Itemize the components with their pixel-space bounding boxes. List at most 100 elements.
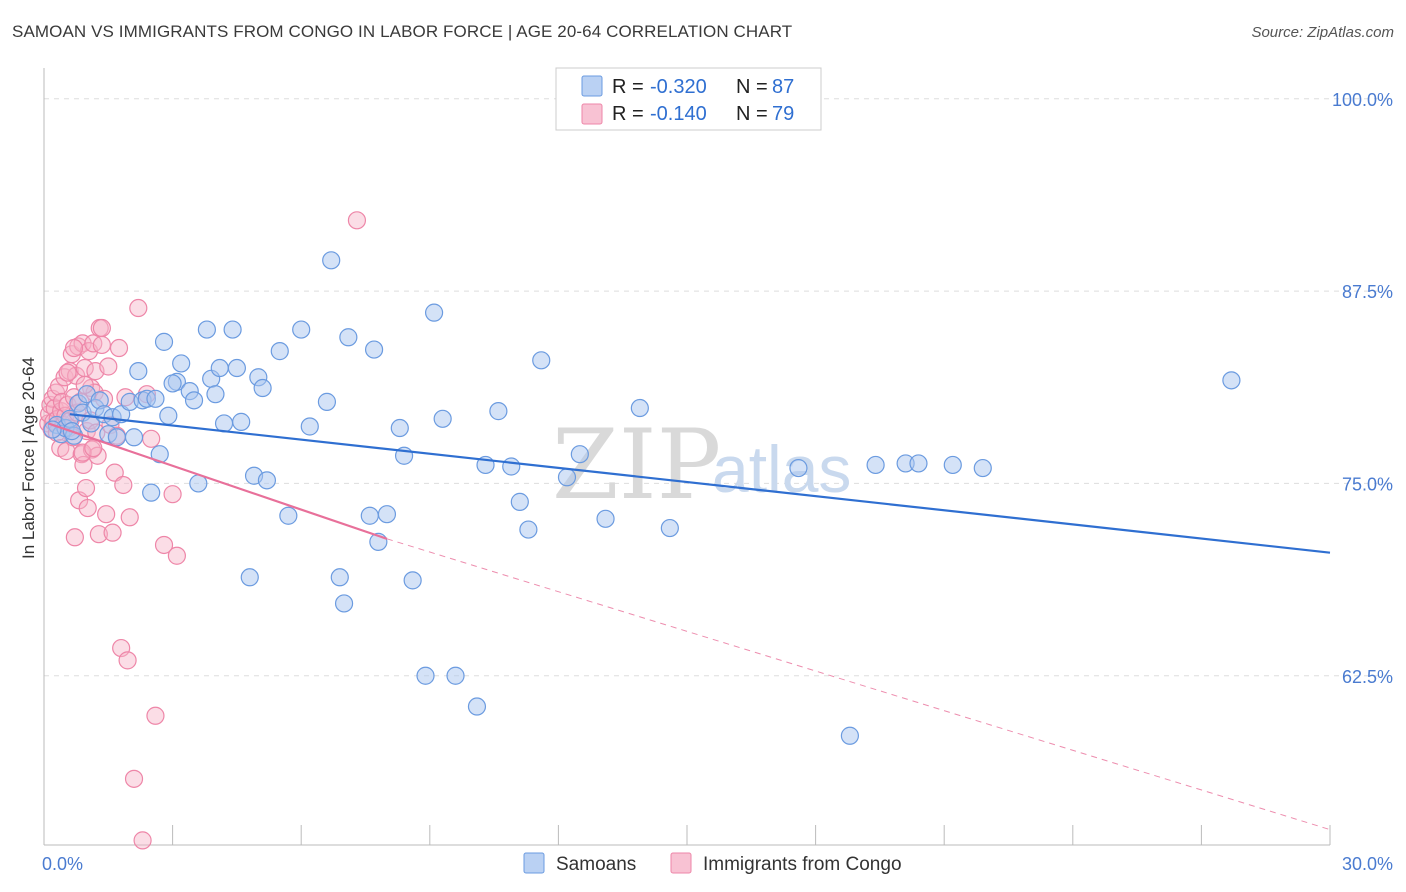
samoans-point-37 [232,412,251,431]
samoans-point-60 [424,303,444,322]
legend-r-label-2: R = [612,103,644,125]
trend-lines [47,413,1331,831]
congo-point-51 [97,505,116,524]
congo-point-61 [118,651,137,670]
bottom-legend: Samoans Immigrants from Congo [523,852,902,875]
congo-point-77 [92,318,111,338]
tick-labels: 62.5% 75.0% 87.5% 100.0% 0.0% 30.0% [42,90,1393,874]
samoans-point-56 [390,418,409,438]
congo-trend-line [47,422,388,540]
samoans-point-48 [322,251,341,270]
samoans-point-59 [416,666,435,685]
samoans-point-28 [184,391,204,410]
congo-point-64 [129,298,148,318]
congo-point-78 [347,211,367,230]
samoans-point-70 [557,468,577,487]
congo-point-49 [92,335,111,355]
legend-r-value-1: -0.320 [650,76,707,98]
samoans-point-23 [154,332,174,351]
bottom-legend-samoans: Samoans [556,854,636,875]
watermark-zip: ZIP [552,409,721,521]
samoans-point-67 [510,492,529,511]
samoans-point-83 [43,420,62,439]
samoans-point-53 [364,340,384,359]
samoans-point-51 [339,328,358,347]
samoans-point-36 [227,358,246,378]
bottom-legend-swatch-congo [670,852,692,874]
legend-n-label-2: N = [736,103,768,125]
congo-point-69 [154,535,174,555]
samoans-point-72 [596,509,615,528]
samoans-point-49 [330,568,349,587]
samoans-point-17 [129,362,148,381]
congo-point-37 [78,498,97,518]
watermark-atlas: atlas [712,432,851,506]
samoans-point-24 [159,406,178,425]
samoans-point-44 [279,506,298,525]
congo-point-55 [105,463,124,482]
samoans-point-16 [124,428,144,447]
bottom-legend-congo: Immigrants from Congo [703,854,902,875]
congo-trend-extension [386,538,1331,831]
samoans-point-79 [909,454,928,473]
x-tick-label-1: 30.0% [1342,854,1393,874]
samoans-point-82 [1222,371,1241,390]
samoans-point-69 [532,351,551,370]
x-tick-label-0: 0.0% [42,854,83,874]
samoans-point-30 [197,320,216,339]
samoans-point-47 [317,392,337,411]
samoans-point-43 [270,342,289,361]
samoans-point-80 [943,455,962,475]
congo-point-74 [58,363,77,382]
samoans-point-20 [142,483,161,502]
congo-point-65 [133,831,152,850]
legend-swatch-samoans [581,75,603,97]
samoans-point-33 [210,358,229,378]
congo-point-59 [114,475,133,495]
congo-point-67 [142,429,161,448]
axes [43,68,1331,846]
congo-point-62 [120,508,139,527]
watermark: ZIP atlas [552,409,851,521]
series-samoans-points [43,251,1241,745]
y-tick-label-3: 100.0% [1332,90,1393,110]
congo-point-35 [76,478,96,498]
chart-source: Source: ZipAtlas.com [1251,24,1394,41]
congo-point-52 [99,357,118,376]
y-tick-label-2: 87.5% [1342,282,1393,302]
congo-point-57 [109,338,129,358]
samoans-point-73 [630,398,649,418]
legend-n-label-1: N = [736,76,768,98]
samoans-point-35 [223,320,242,339]
samoans-point-42 [257,471,277,490]
congo-point-71 [167,546,186,565]
congo-point-25 [65,528,84,547]
samoans-point-32 [206,385,225,404]
samoans-point-58 [403,571,422,590]
legend: R = -0.320 N = 87 R = -0.140 N = 79 [555,67,822,131]
samoans-trend-line [69,413,1331,554]
samoans-point-68 [519,520,538,539]
samoans-point-21 [146,389,165,408]
samoans-point-74 [660,518,679,538]
congo-point-72 [73,443,92,462]
samoans-point-71 [570,445,589,464]
congo-point-54 [103,523,122,542]
y-tick-label-1: 75.0% [1342,474,1393,494]
legend-n-value-2: 79 [772,103,794,125]
samoans-point-62 [446,666,465,685]
congo-point-68 [146,706,165,725]
legend-swatch-congo [581,103,603,125]
samoans-point-81 [973,458,992,478]
congo-point-73 [64,338,84,358]
samoans-point-55 [377,505,397,524]
samoans-point-86 [163,374,182,393]
grid-lines [44,98,1394,677]
samoans-point-65 [489,402,508,421]
samoans-point-77 [866,455,885,475]
congo-point-70 [163,485,182,504]
legend-n-value-1: 87 [772,76,794,98]
samoans-point-85 [107,428,126,447]
samoans-point-26 [172,354,191,373]
samoans-point-34 [214,414,234,433]
